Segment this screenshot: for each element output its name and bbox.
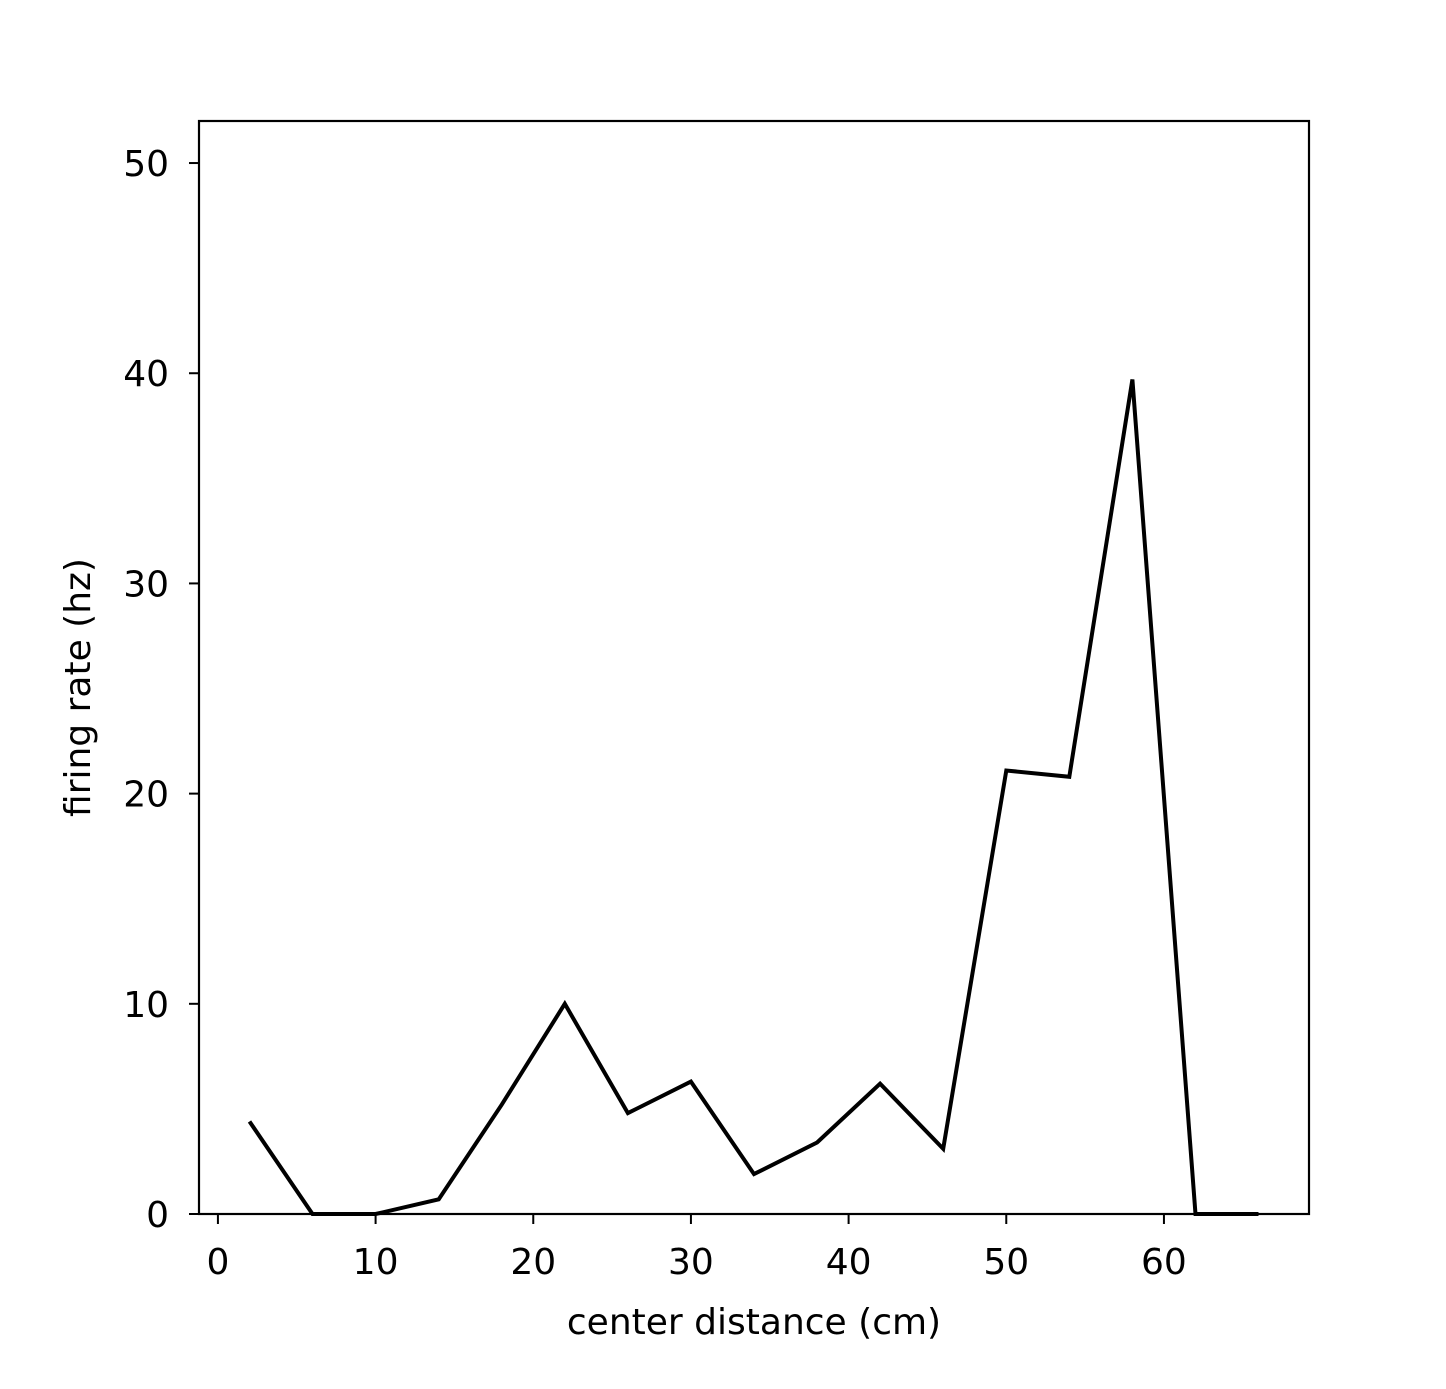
x-tick-label: 0 [206, 1242, 229, 1283]
y-tick-label: 20 [123, 775, 169, 816]
x-tick-label: 30 [668, 1242, 714, 1283]
series-line-1 [247, 379, 1259, 1216]
y-axis: 0 10 20 30 40 50 [123, 144, 199, 1236]
y-tick-label: 0 [146, 1195, 169, 1236]
x-tick-label: 20 [510, 1242, 556, 1283]
y-tick-label: 40 [123, 354, 169, 395]
y-tick-label: 50 [123, 144, 169, 185]
x-tick-label: 50 [983, 1242, 1029, 1283]
y-axis-label: firing rate (hz) [58, 558, 99, 817]
x-tick-label: 40 [826, 1242, 872, 1283]
axes-frame [197, 119, 1311, 1216]
plot-area [247, 379, 1259, 1216]
x-axis-label: center distance (cm) [567, 1302, 941, 1343]
y-tick-label: 10 [123, 985, 169, 1026]
x-tick-label: 60 [1141, 1242, 1187, 1283]
y-tick-label: 30 [123, 564, 169, 605]
x-axis: 0 10 20 30 40 50 60 [206, 1214, 1187, 1283]
x-tick-label: 10 [353, 1242, 399, 1283]
